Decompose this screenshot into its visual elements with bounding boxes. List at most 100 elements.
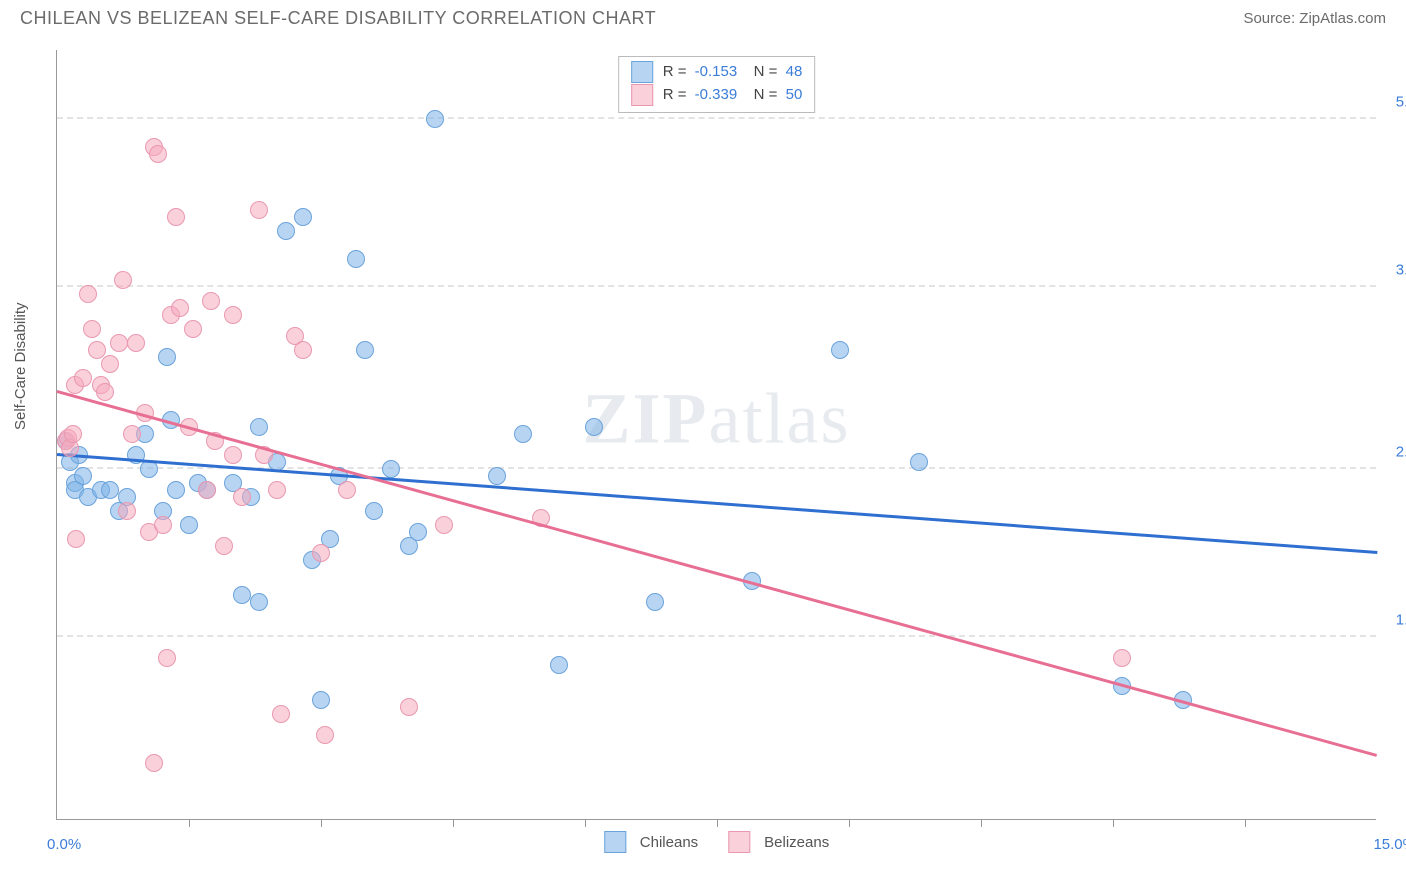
chart-source: Source: ZipAtlas.com bbox=[1243, 10, 1386, 27]
r-value: -0.339 bbox=[695, 84, 738, 107]
legend-label: Belizeans bbox=[764, 834, 829, 851]
data-point bbox=[167, 208, 185, 226]
x-tick bbox=[453, 819, 454, 827]
stats-legend: R = -0.153 N = 48R = -0.339 N = 50 bbox=[618, 56, 816, 113]
x-tick bbox=[321, 819, 322, 827]
data-point bbox=[118, 502, 136, 520]
x-tick bbox=[849, 819, 850, 827]
data-point bbox=[514, 425, 532, 443]
chart-title: CHILEAN VS BELIZEAN SELF-CARE DISABILITY… bbox=[20, 8, 656, 29]
data-point bbox=[356, 341, 374, 359]
data-point bbox=[294, 341, 312, 359]
data-point bbox=[110, 334, 128, 352]
data-point bbox=[171, 299, 189, 317]
data-point bbox=[74, 369, 92, 387]
data-point bbox=[268, 481, 286, 499]
data-point bbox=[488, 467, 506, 485]
data-point bbox=[74, 467, 92, 485]
x-tick bbox=[1245, 819, 1246, 827]
data-point bbox=[149, 145, 167, 163]
y-tick-label: 2.5% bbox=[1396, 444, 1406, 461]
data-point bbox=[198, 481, 216, 499]
n-value: 50 bbox=[786, 84, 803, 107]
data-point bbox=[224, 446, 242, 464]
data-point bbox=[250, 418, 268, 436]
data-point bbox=[550, 656, 568, 674]
data-point bbox=[180, 516, 198, 534]
data-point bbox=[435, 516, 453, 534]
data-point bbox=[294, 208, 312, 226]
data-point bbox=[382, 460, 400, 478]
r-label: R = bbox=[663, 84, 691, 107]
data-point bbox=[123, 425, 141, 443]
data-point bbox=[910, 453, 928, 471]
data-point bbox=[64, 425, 82, 443]
legend-swatch bbox=[604, 831, 626, 853]
data-point bbox=[114, 271, 132, 289]
data-point bbox=[202, 292, 220, 310]
data-point bbox=[233, 586, 251, 604]
data-point bbox=[215, 537, 233, 555]
data-point bbox=[83, 320, 101, 338]
data-point bbox=[426, 110, 444, 128]
data-point bbox=[831, 341, 849, 359]
y-axis-label: Self-Care Disability bbox=[12, 302, 29, 430]
legend-item: Chileans bbox=[604, 831, 698, 853]
trend-line bbox=[57, 390, 1378, 756]
data-point bbox=[67, 530, 85, 548]
chart-header: CHILEAN VS BELIZEAN SELF-CARE DISABILITY… bbox=[0, 0, 1406, 33]
data-point bbox=[646, 593, 664, 611]
data-point bbox=[158, 348, 176, 366]
data-point bbox=[79, 285, 97, 303]
data-point bbox=[338, 481, 356, 499]
data-point bbox=[250, 201, 268, 219]
data-point bbox=[312, 691, 330, 709]
data-point bbox=[154, 516, 172, 534]
x-tick bbox=[1113, 819, 1114, 827]
data-point bbox=[145, 754, 163, 772]
data-point bbox=[1113, 649, 1131, 667]
legend-swatch bbox=[728, 831, 750, 853]
legend-label: Chileans bbox=[640, 834, 698, 851]
y-tick-label: 3.8% bbox=[1396, 262, 1406, 279]
data-point bbox=[409, 523, 427, 541]
r-label: R = bbox=[663, 61, 691, 84]
stats-legend-row: R = -0.339 N = 50 bbox=[631, 84, 803, 107]
n-label: N = bbox=[741, 84, 781, 107]
stats-legend-row: R = -0.153 N = 48 bbox=[631, 61, 803, 84]
legend-swatch bbox=[631, 84, 653, 106]
data-point bbox=[224, 306, 242, 324]
data-point bbox=[233, 488, 251, 506]
data-point bbox=[184, 320, 202, 338]
y-tick-label: 5.0% bbox=[1396, 94, 1406, 111]
data-point bbox=[158, 649, 176, 667]
x-tick bbox=[585, 819, 586, 827]
x-tick bbox=[189, 819, 190, 827]
r-value: -0.153 bbox=[695, 61, 738, 84]
data-point bbox=[277, 222, 295, 240]
data-point bbox=[365, 502, 383, 520]
data-point bbox=[316, 726, 334, 744]
watermark: ZIPatlas bbox=[583, 378, 851, 461]
y-tick-label: 1.3% bbox=[1396, 612, 1406, 629]
data-point bbox=[101, 355, 119, 373]
legend-swatch bbox=[631, 61, 653, 83]
data-point bbox=[127, 334, 145, 352]
x-tick bbox=[981, 819, 982, 827]
legend-item: Belizeans bbox=[728, 831, 829, 853]
n-value: 48 bbox=[786, 61, 803, 84]
scatter-chart: ZIPatlas 0.0% 15.0% R = -0.153 N = 48R =… bbox=[56, 50, 1376, 820]
data-point bbox=[585, 418, 603, 436]
data-point bbox=[347, 250, 365, 268]
data-point bbox=[167, 481, 185, 499]
data-point bbox=[96, 383, 114, 401]
series-legend: Chileans Belizeans bbox=[604, 831, 829, 853]
gridline bbox=[57, 285, 1376, 287]
n-label: N = bbox=[741, 61, 781, 84]
data-point bbox=[101, 481, 119, 499]
x-axis-max-label: 15.0% bbox=[1373, 836, 1406, 853]
data-point bbox=[272, 705, 290, 723]
x-tick bbox=[717, 819, 718, 827]
gridline bbox=[57, 117, 1376, 119]
x-axis-min-label: 0.0% bbox=[47, 836, 81, 853]
